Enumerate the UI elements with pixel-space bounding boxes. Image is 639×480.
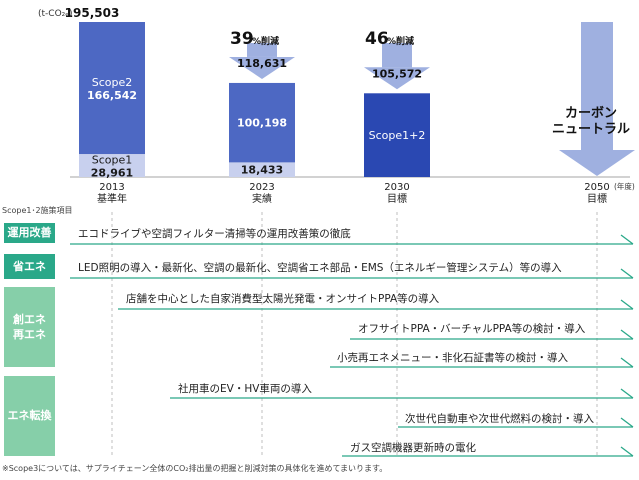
bar-segment xyxy=(229,82,295,163)
x-tick-year: 2030 xyxy=(384,182,409,193)
x-tick-label: 目標 xyxy=(587,192,607,205)
measure-text: 小売再エネメニュー・非化石証書等の検討・導入 xyxy=(337,352,568,364)
category-energy-saving: 省エネ xyxy=(4,254,55,279)
measure-text: 次世代自動車や次世代燃料の検討・導入 xyxy=(405,413,594,425)
footnote: ※Scope3については、サプライチェーン全体のCO₂排出量の把握と削減対策の具… xyxy=(2,464,388,473)
category-energy-conversion: エネ転換 xyxy=(4,376,55,456)
segment-value-label: 100,198 xyxy=(237,117,287,130)
bar-segment xyxy=(79,22,145,155)
measure-text: ガス空調機器更新時の電化 xyxy=(350,442,476,454)
reduction-percent: 39 xyxy=(230,29,254,49)
x-tick-label: 基準年 xyxy=(97,192,127,205)
category-label: 省エネ xyxy=(13,259,46,273)
segment-value-label: 166,542 xyxy=(87,89,137,102)
measure-text: 社用車のEV・HV車両の導入 xyxy=(178,383,312,395)
x-tick-year: 2050 xyxy=(584,182,609,193)
unit-label: (t-CO₂ₑ) xyxy=(38,9,73,19)
segment-value-label: 28,961 xyxy=(91,167,133,180)
bar-segment xyxy=(229,162,295,177)
category-operations: 運用改善 xyxy=(4,223,55,243)
category-renewable: 創エネ 再エネ xyxy=(4,287,55,367)
measure-timeline-arrowhead xyxy=(620,299,634,310)
measure-text: 店舗を中心とした自家消費型太陽光発電・オンサイトPPA等の導入 xyxy=(126,293,440,305)
net-zero-arrow-shaft xyxy=(581,22,613,150)
measure-timeline-arrowhead xyxy=(620,417,634,428)
total-label: 105,572 xyxy=(372,67,422,80)
category-label: 創エネ xyxy=(13,312,46,326)
reduction-arrow-head xyxy=(229,56,295,79)
net-zero-label: ニュートラル xyxy=(552,122,630,137)
measure-timeline-arrowhead xyxy=(620,388,634,399)
segment-name-label: Scope1+2 xyxy=(369,129,426,142)
reduction-arrow-head xyxy=(364,67,430,90)
net-zero-label: カーボン xyxy=(565,105,617,121)
category-label: 再エネ xyxy=(13,328,46,341)
measure-text: オフサイトPPA・バーチャルPPA等の検討・導入 xyxy=(358,323,586,335)
segment-name-label: Scope1 xyxy=(92,154,133,167)
bar-segment xyxy=(79,154,145,177)
measure-timeline-arrowhead xyxy=(620,329,634,340)
category-label: 運用改善 xyxy=(7,226,52,240)
measure-timeline-arrowhead xyxy=(620,357,634,368)
measure-timeline-arrowhead xyxy=(620,446,634,457)
measures-title: Scope1･2施策項目 xyxy=(2,206,73,215)
total-label: 195,503 xyxy=(65,6,120,20)
x-tick-year: 2023 xyxy=(249,182,274,193)
reduction-suffix: %削減 xyxy=(252,35,279,47)
measure-timeline-arrowhead xyxy=(620,234,634,245)
measure-timeline-arrowhead xyxy=(620,268,634,279)
category-label: エネ転換 xyxy=(7,409,52,423)
net-zero-arrow-head xyxy=(559,150,635,176)
year-unit-label: (年度) xyxy=(614,181,635,191)
x-tick-label: 実績 xyxy=(252,192,272,205)
measure-text: エコドライブや空調フィルター清掃等の運用改善策の徹底 xyxy=(78,228,351,240)
measure-text: LED照明の導入・最新化、空調の最新化、空調省エネ部品・EMS（エネルギー管理シ… xyxy=(78,262,562,274)
total-label: 118,631 xyxy=(237,57,287,70)
bar-segment xyxy=(364,93,430,177)
reduction-arrow-shaft xyxy=(247,43,277,57)
x-tick-label: 目標 xyxy=(387,192,407,205)
segment-value-label: 18,433 xyxy=(241,164,283,177)
reduction-suffix: %削減 xyxy=(387,35,414,47)
x-tick-year: 2013 xyxy=(99,182,124,193)
reduction-arrow-shaft xyxy=(382,43,412,68)
reduction-percent: 46 xyxy=(365,29,389,49)
segment-name-label: Scope2 xyxy=(92,76,133,89)
